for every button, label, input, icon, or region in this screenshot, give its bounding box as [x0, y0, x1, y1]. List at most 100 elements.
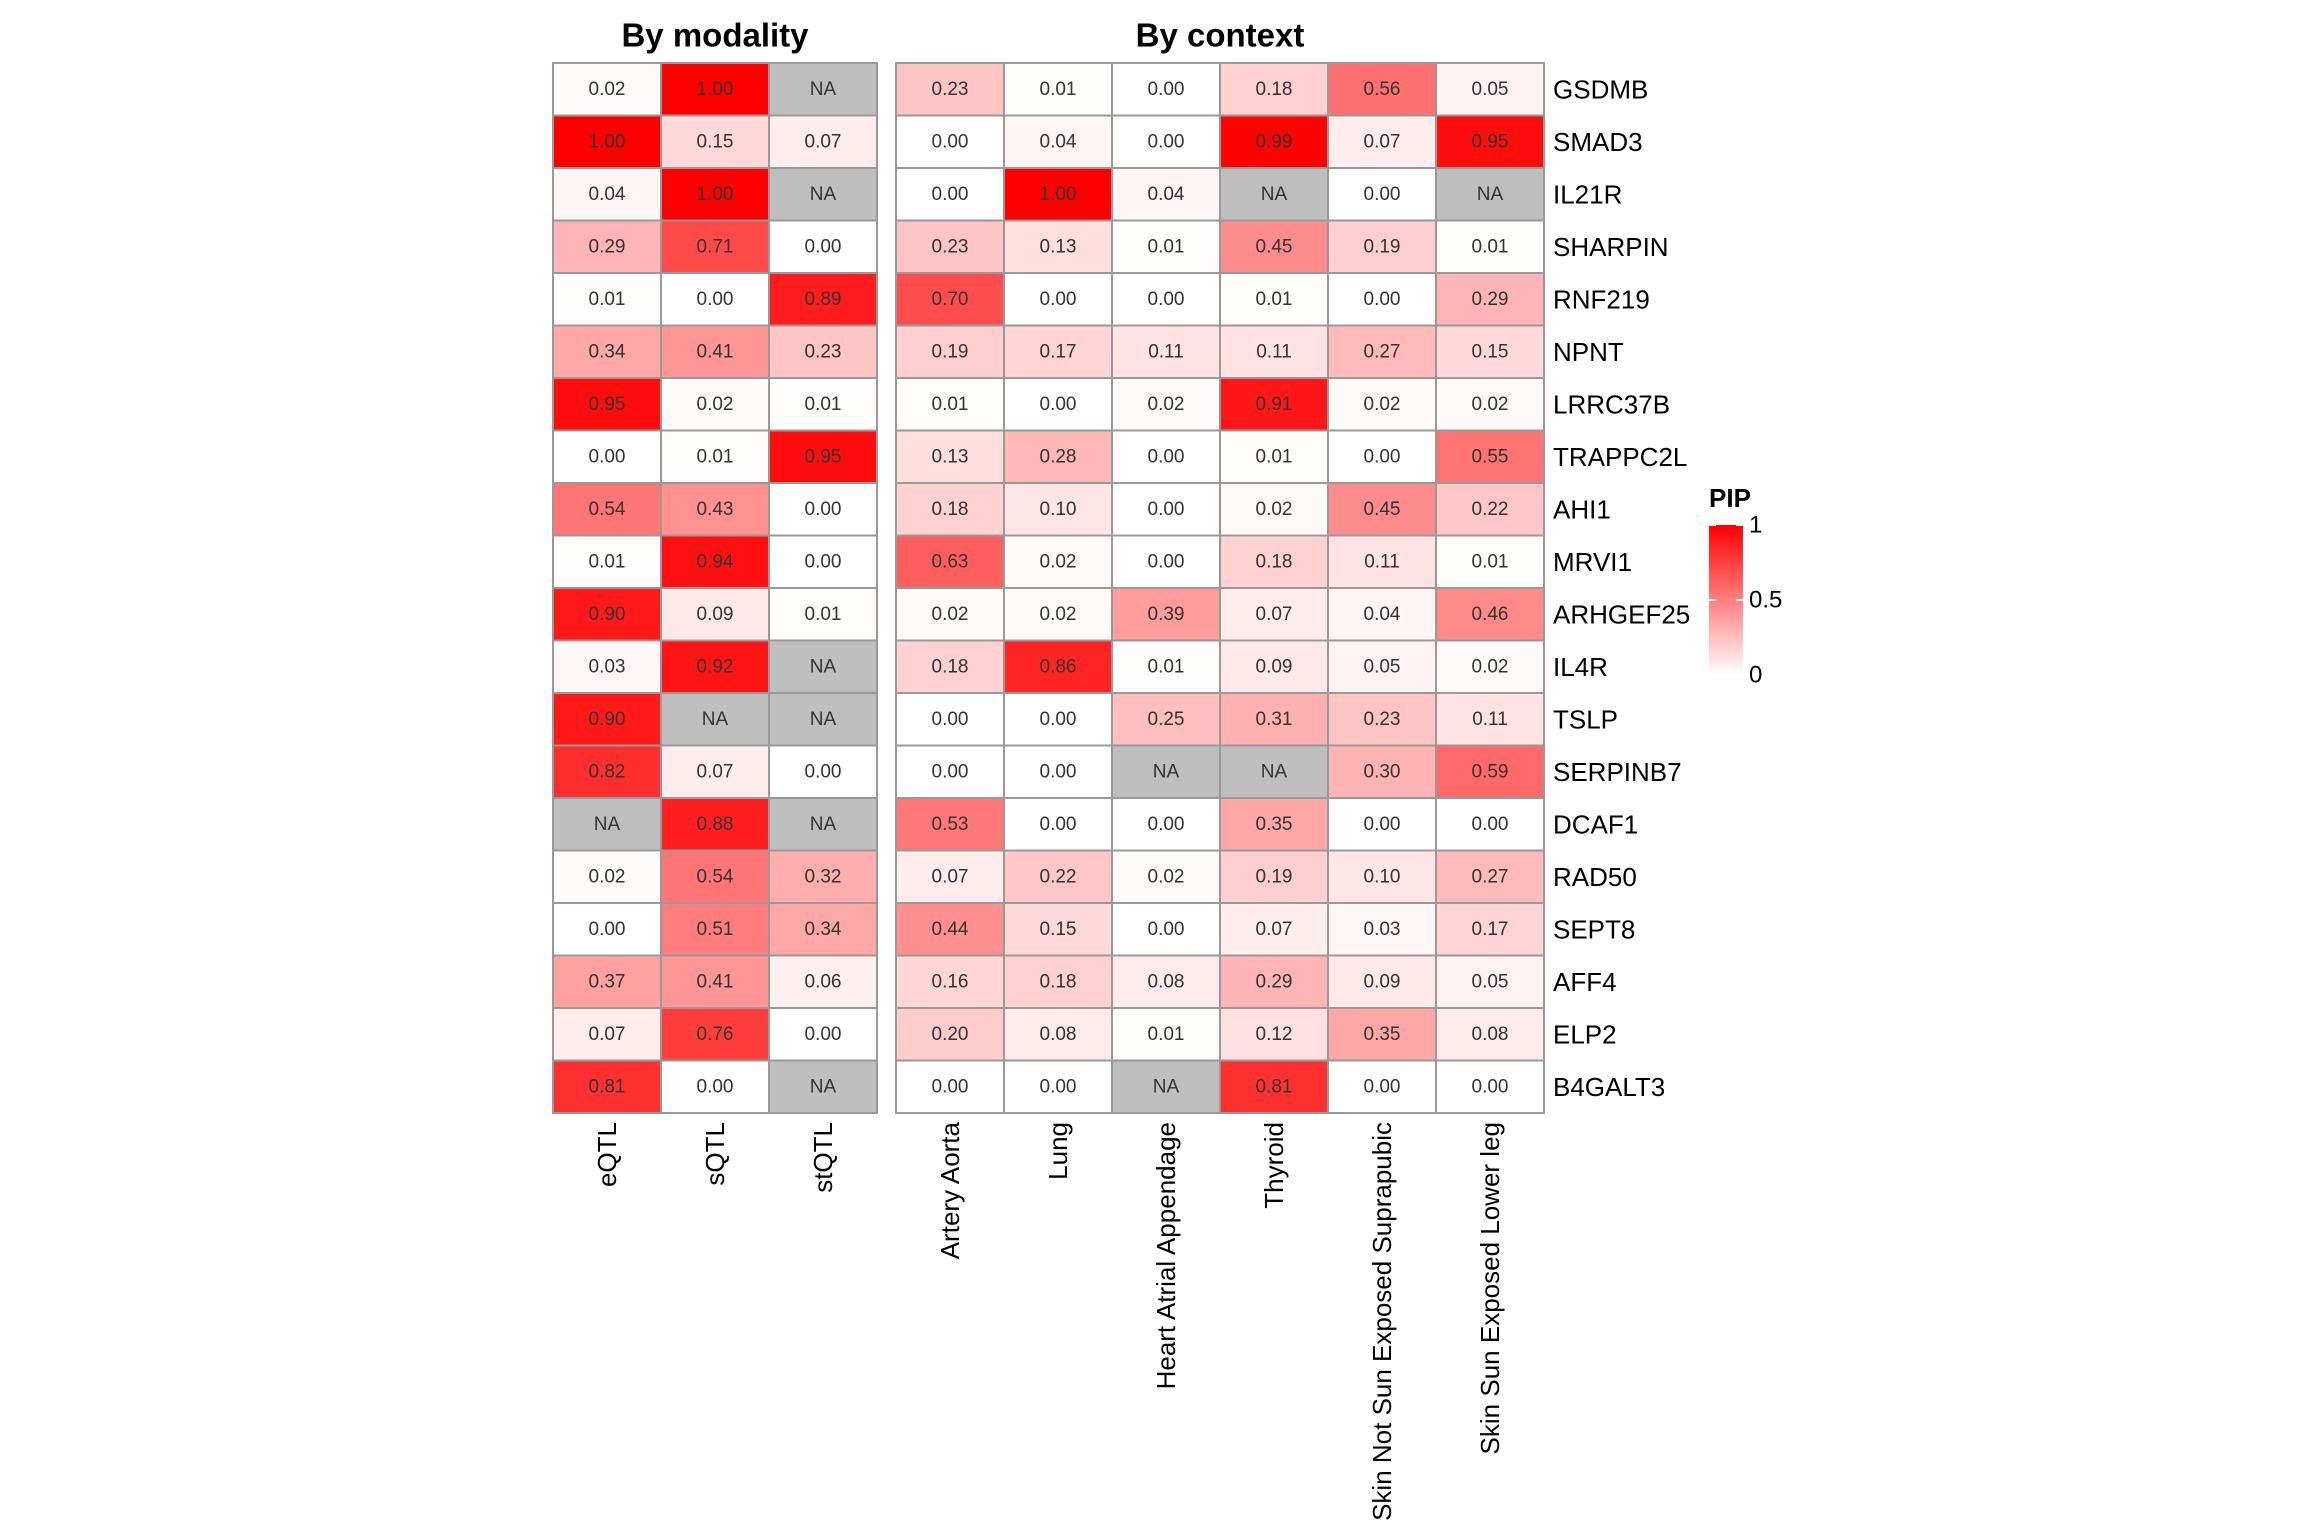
- cell-value-label: 0.13: [1040, 236, 1077, 257]
- cell-value-label: 0.02: [1040, 604, 1077, 625]
- cell-value-label: 0.99: [1256, 131, 1293, 152]
- cell-value-label: 1.00: [589, 131, 626, 152]
- heatmap-cell: [1219, 902, 1329, 957]
- cell-value-label: NA: [594, 814, 621, 835]
- cell-value-label: 0.00: [1364, 184, 1401, 205]
- cell-value-label: 0.07: [1256, 919, 1293, 940]
- cell-value-label: 0.41: [697, 971, 734, 992]
- cell-value-label: 0.09: [697, 604, 734, 625]
- heatmap-cell: [1111, 324, 1221, 379]
- heatmap-cell: [768, 849, 878, 904]
- gene-label: ELP2: [1553, 1019, 1617, 1049]
- heatmap-cell: [1435, 324, 1545, 379]
- cell-value-label: 0.01: [1040, 79, 1077, 100]
- cell-value-label: 0.19: [1364, 236, 1401, 257]
- cell-value-label: NA: [1261, 761, 1288, 782]
- cell-value-label: 0.91: [1256, 394, 1293, 415]
- cell-value-label: 0.51: [697, 919, 734, 940]
- heatmap-cell: [1219, 219, 1329, 274]
- cell-value-label: 0.16: [932, 971, 969, 992]
- cell-value-label: NA: [810, 79, 837, 100]
- cell-value-label: 0.00: [1040, 1076, 1077, 1097]
- heatmap-cell: [1435, 797, 1545, 852]
- heatmap-cell: [1219, 482, 1329, 537]
- heatmap-cell: [1111, 272, 1221, 327]
- heatmap-cell: [1111, 587, 1221, 642]
- cell-value-label: 0.54: [697, 866, 734, 887]
- gene-label: IL4R: [1553, 652, 1608, 682]
- heatmap-cell: [1327, 219, 1437, 274]
- heatmap-cell: [1003, 954, 1113, 1009]
- cell-value-label: 0.34: [589, 341, 626, 362]
- heatmap-cell: [1327, 534, 1437, 589]
- heatmap-cell: [1435, 534, 1545, 589]
- cell-value-label: NA: [1153, 1076, 1180, 1097]
- legend-title: PIP: [1709, 483, 1751, 513]
- gene-label: RNF219: [1553, 284, 1650, 314]
- cell-value-label: 0.46: [1472, 604, 1509, 625]
- heatmap-cell: [1003, 167, 1113, 222]
- cell-value-label: 0.00: [1472, 814, 1509, 835]
- cell-value-label: 0.20: [932, 1024, 969, 1045]
- heatmap-panels: By modality 0.02 1.00 NA 1.00 0.15 0.07 0.04 1.0…: [552, 17, 1545, 1521]
- cell-value-label: 0.02: [1040, 551, 1077, 572]
- heatmap-cell: [1327, 167, 1437, 222]
- heatmap-cell: [660, 1059, 770, 1114]
- heatmap-cell: [1327, 692, 1437, 747]
- cell-value-label: 0.54: [589, 499, 626, 520]
- cell-value-label: NA: [810, 709, 837, 730]
- heatmap-cell: [1435, 377, 1545, 432]
- cell-value-label: 0.01: [805, 394, 842, 415]
- cell-value-label: 1.00: [697, 79, 734, 100]
- cell-value-label: 0.02: [589, 79, 626, 100]
- cell-value-label: 0.18: [932, 499, 969, 520]
- gene-label: DCAF1: [1553, 809, 1638, 839]
- cell-value-label: 0.13: [932, 446, 969, 467]
- cell-value-label: 0.23: [932, 79, 969, 100]
- cell-value-label: 0.11: [1364, 551, 1400, 572]
- heatmap-cell: [1003, 219, 1113, 274]
- heatmap-cell: [1219, 587, 1329, 642]
- cell-value-label: 0.55: [1472, 446, 1509, 467]
- cell-value-label: 0.43: [697, 499, 734, 520]
- heatmap-cell: [895, 429, 1005, 484]
- cell-value-label: 0.81: [589, 1076, 626, 1097]
- cell-value-label: 0.10: [1364, 866, 1401, 887]
- cell-value-label: 0.00: [805, 1024, 842, 1045]
- cell-value-label: 0.00: [1364, 814, 1401, 835]
- heatmap-cell: [1435, 482, 1545, 537]
- cell-value-label: NA: [810, 1076, 837, 1097]
- cell-value-label: 0.22: [1040, 866, 1077, 887]
- cell-value-label: 0.34: [805, 919, 842, 940]
- heatmap-cell: [768, 744, 878, 799]
- heatmap-cell: [1111, 849, 1221, 904]
- cell-value-label: 0.37: [589, 971, 626, 992]
- cell-value-label: 0.31: [1256, 709, 1293, 730]
- column-label: sQTL: [700, 1122, 730, 1186]
- gene-label: GSDMB: [1553, 74, 1648, 104]
- column-label: Skin Sun Exposed Lower leg: [1475, 1122, 1505, 1454]
- cell-value-label: 0.01: [1256, 289, 1293, 310]
- cell-value-label: 0.02: [932, 604, 969, 625]
- cell-value-label: 0.00: [1148, 551, 1185, 572]
- cell-value-label: 0.02: [1472, 394, 1509, 415]
- cell-value-label: 0.56: [1364, 79, 1401, 100]
- cell-value-label: 0.02: [1256, 499, 1293, 520]
- panel-1: By context 0.23 0.01 0.00 0.18 0.56 0.05 0.00 0.…: [895, 17, 1545, 1521]
- cell-value-label: 0.03: [1364, 919, 1401, 940]
- heatmap-cell: [660, 324, 770, 379]
- cell-value-label: 1.00: [697, 184, 734, 205]
- cell-value-label: 0.23: [932, 236, 969, 257]
- cell-value-label: 0.95: [1472, 131, 1509, 152]
- cell-value-label: 0.15: [697, 131, 734, 152]
- cell-value-label: NA: [1261, 184, 1288, 205]
- heatmap-cell: [1327, 1059, 1437, 1114]
- cell-value-label: 0.27: [1364, 341, 1401, 362]
- heatmap-cell: [660, 167, 770, 222]
- heatmap-cell: [660, 954, 770, 1009]
- panel-border: [895, 62, 1545, 1114]
- heatmap-cell: [1435, 954, 1545, 1009]
- column-label: stQTL: [808, 1122, 838, 1193]
- heatmap-cell: [1219, 639, 1329, 694]
- cell-value-label: 0.18: [1256, 79, 1293, 100]
